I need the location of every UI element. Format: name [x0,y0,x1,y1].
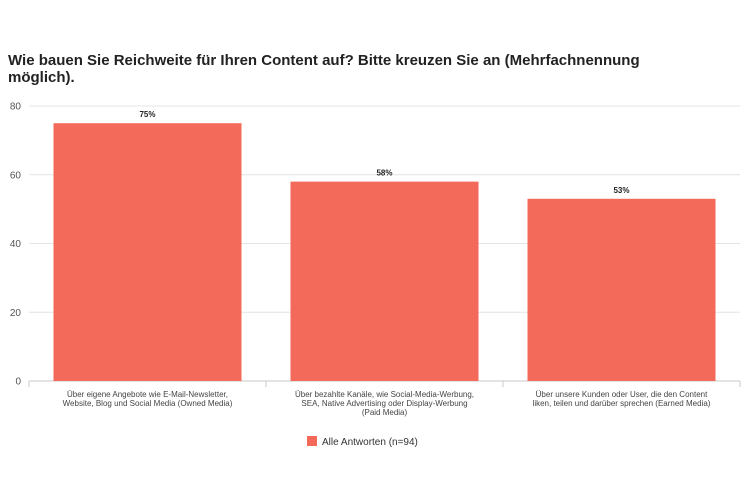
bar [53,123,242,381]
data-label: 58% [376,169,392,178]
x-tick-label: Über bezahlte Kanäle, wie Social-Media-W… [295,390,474,399]
chart-title: Wie bauen Sie Reichweite für Ihren Conte… [8,52,640,86]
legend-label: Alle Antworten (n=94) [322,437,418,448]
y-tick-label: 60 [10,170,22,181]
x-tick-label: (Paid Media) [362,408,408,417]
y-tick-label: 80 [10,102,22,113]
x-tick-label: SEA, Native Advertising oder Display-Wer… [301,399,467,408]
data-label: 75% [139,110,155,119]
y-tick-label: 20 [10,308,22,319]
x-tick-label: Website, Blog und Social Media (Owned Me… [63,399,233,408]
x-tick-label: Über eigene Angebote wie E-Mail-Newslett… [67,390,228,399]
legend-swatch [307,436,317,446]
x-tick-label: Über unsere Kunden oder User, die den Co… [536,390,708,399]
bar [290,181,479,381]
y-tick-label: 0 [15,377,21,388]
x-tick-label: liken, teilen und darüber sprechen (Earn… [533,399,711,408]
y-tick-label: 40 [10,239,22,250]
bar [527,198,716,381]
data-label: 53% [613,186,629,195]
